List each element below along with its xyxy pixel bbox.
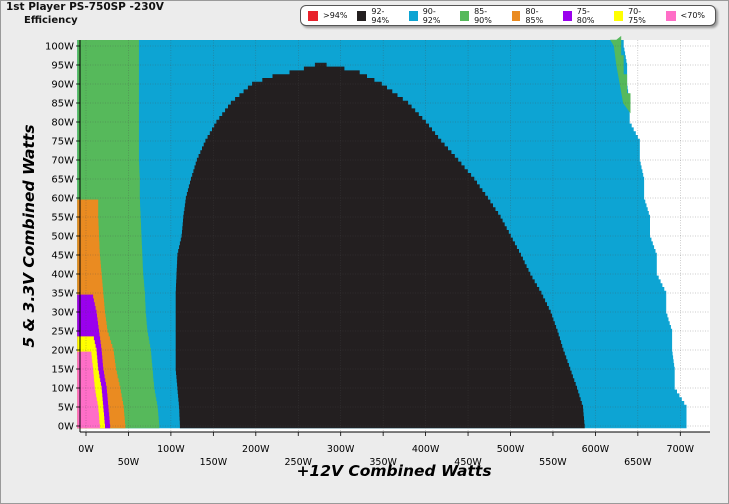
legend-swatch	[357, 10, 367, 21]
legend-swatch	[614, 10, 624, 21]
y-axis-label: 5 & 3.3V Combined Watts	[20, 124, 38, 348]
x-tick-label: 700W	[667, 444, 695, 455]
y-tick-label: 0W	[58, 422, 74, 433]
x-tick-label: 450W	[454, 457, 482, 468]
y-tick-label: 35W	[51, 289, 74, 300]
y-tick-label: 65W	[51, 175, 74, 186]
y-tick-label: 50W	[51, 232, 74, 243]
x-tick-label: 300W	[327, 444, 355, 455]
x-tick-label: 100W	[157, 444, 185, 455]
legend-label: 70-75%	[628, 6, 646, 25]
legend-item: 90-92%	[408, 6, 450, 25]
y-tick-label: 60W	[51, 194, 74, 205]
y-tick-label: 90W	[51, 80, 74, 91]
y-tick-label: 80W	[51, 118, 74, 129]
x-tick-label: 250W	[284, 457, 312, 468]
x-tick-label: 150W	[200, 457, 228, 468]
y-tick-label: 25W	[51, 327, 74, 338]
legend-swatch	[408, 10, 418, 21]
legend-swatch	[308, 10, 318, 21]
chart-subtitle: Efficiency	[24, 15, 78, 26]
y-tick-label: 70W	[51, 156, 74, 167]
legend-swatch	[511, 10, 521, 21]
x-tick-label: 650W	[624, 457, 652, 468]
x-tick-label: 500W	[497, 444, 525, 455]
y-tick-label: 100W	[45, 42, 74, 53]
legend-item: <70%	[665, 10, 706, 21]
y-tick-label: 75W	[51, 137, 74, 148]
legend-item: 70-75%	[614, 7, 655, 25]
x-tick-label: 0W	[78, 444, 94, 455]
y-tick-label: 85W	[51, 99, 74, 110]
x-tick-label: 400W	[412, 444, 440, 455]
legend-item: 80-85%	[511, 6, 553, 25]
x-tick-label: 200W	[242, 444, 270, 455]
y-tick-label: 30W	[51, 308, 74, 319]
x-tick-label: 350W	[369, 457, 397, 468]
y-tick-label: 20W	[51, 346, 74, 357]
x-axis-label: +12V Combined Watts	[296, 462, 492, 480]
legend-label: >94%	[323, 11, 348, 20]
y-tick-label: 55W	[51, 213, 74, 224]
y-tick-label: 45W	[51, 251, 74, 262]
legend-item: 85-90%	[460, 7, 501, 25]
legend-label: 92-94%	[371, 6, 390, 25]
legend: >94% 92-94% 90-92% 85-90% 80-85% 75-80% 70-75%…	[300, 5, 716, 26]
y-tick-label: 15W	[51, 365, 74, 376]
y-tick-label: 40W	[51, 270, 74, 281]
legend-item: 92-94%	[357, 7, 398, 25]
legend-swatch	[460, 10, 470, 21]
legend-label: <70%	[680, 11, 706, 20]
legend-item: 75-80%	[562, 6, 604, 25]
region-92-94	[175, 62, 585, 429]
chart-title: 1st Player PS-750SP -230V	[6, 1, 164, 13]
x-tick-label: 550W	[539, 457, 567, 468]
y-tick-label: 10W	[51, 384, 74, 395]
region-85-90-patch	[610, 35, 631, 114]
y-tick-label: 95W	[51, 61, 74, 72]
y-tick-label: 5W	[58, 403, 74, 414]
x-tick-label: 50W	[118, 457, 140, 468]
legend-item: >94%	[308, 10, 348, 21]
legend-swatch	[562, 10, 572, 21]
legend-label: 90-92%	[422, 6, 441, 25]
legend-swatch	[665, 10, 676, 21]
legend-label: 85-90%	[474, 6, 492, 25]
legend-label: 75-80%	[576, 6, 595, 25]
legend-label: 80-85%	[525, 6, 544, 25]
x-tick-label: 600W	[582, 444, 610, 455]
